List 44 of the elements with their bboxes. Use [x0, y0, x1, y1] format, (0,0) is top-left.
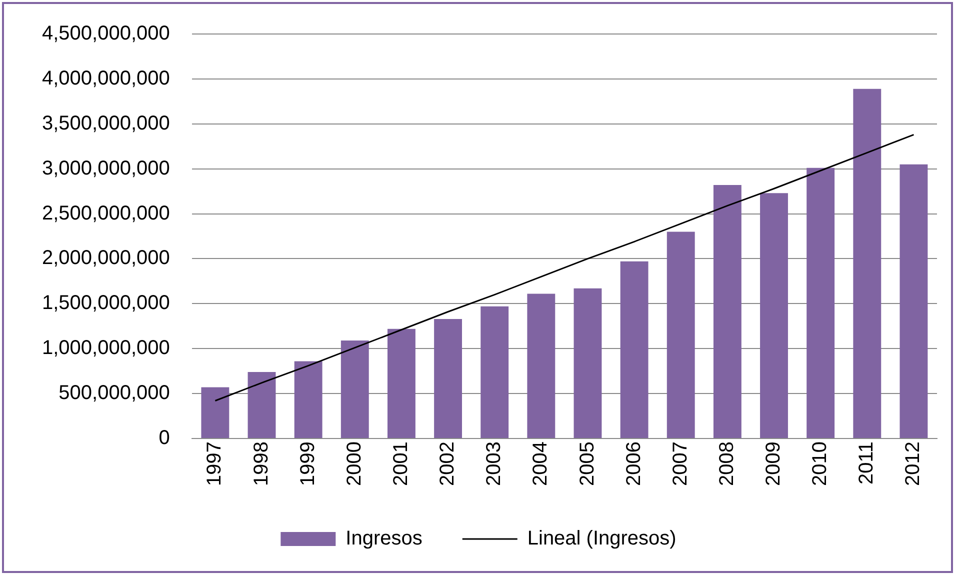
bar: [574, 288, 602, 438]
x-tick-label: 2010: [809, 442, 832, 486]
bar: [760, 193, 788, 438]
y-tick-label: 2,000,000,000: [42, 247, 170, 270]
x-tick-label: 2006: [622, 442, 645, 486]
bar: [480, 306, 509, 438]
bar: [666, 232, 695, 438]
x-tick-label: 2000: [343, 442, 366, 486]
bar: [434, 318, 462, 438]
bar: [527, 294, 556, 438]
x-tick-label: 2008: [716, 442, 738, 486]
x-tick-label: 2001: [390, 442, 412, 486]
bar: [900, 164, 928, 438]
x-tick-label: 1997: [204, 442, 226, 486]
x-tick-label: 2012: [902, 442, 924, 486]
legend-label: Ingresos: [346, 528, 422, 550]
bar: [340, 340, 369, 438]
legend-label: Lineal (Ingresos): [527, 528, 676, 550]
y-tick-label: 4,500,000,000: [42, 22, 170, 45]
x-tick-label: 2002: [436, 442, 459, 486]
y-tick-label: 500,000,000: [58, 382, 170, 404]
y-tick-label: 3,500,000,000: [42, 112, 170, 134]
x-tick-label: 2003: [483, 442, 506, 486]
x-tick-label: 2007: [669, 442, 692, 486]
x-tick-label: 2009: [762, 442, 785, 486]
x-tick-label: 2005: [576, 442, 598, 486]
y-tick-label: 2,500,000,000: [42, 202, 170, 224]
bar: [387, 328, 416, 438]
bar: [201, 387, 230, 438]
y-tick-label: 1,000,000,000: [42, 337, 170, 360]
bar: [294, 361, 322, 438]
y-tick-label: 0: [158, 427, 170, 450]
bar: [806, 168, 835, 438]
x-tick-label: 1999: [296, 442, 319, 486]
bar: [853, 88, 882, 438]
x-tick-label: 2011: [856, 442, 878, 485]
x-tick-label: 2004: [530, 442, 552, 486]
bar: [713, 185, 742, 438]
x-tick-label: 1998: [250, 442, 272, 486]
y-tick-label: 1,500,000,000: [42, 292, 170, 314]
bar: [620, 261, 648, 438]
y-tick-label: 4,000,000,000: [42, 67, 170, 90]
bar: [248, 372, 276, 438]
y-tick-label: 3,000,000,000: [42, 157, 170, 180]
